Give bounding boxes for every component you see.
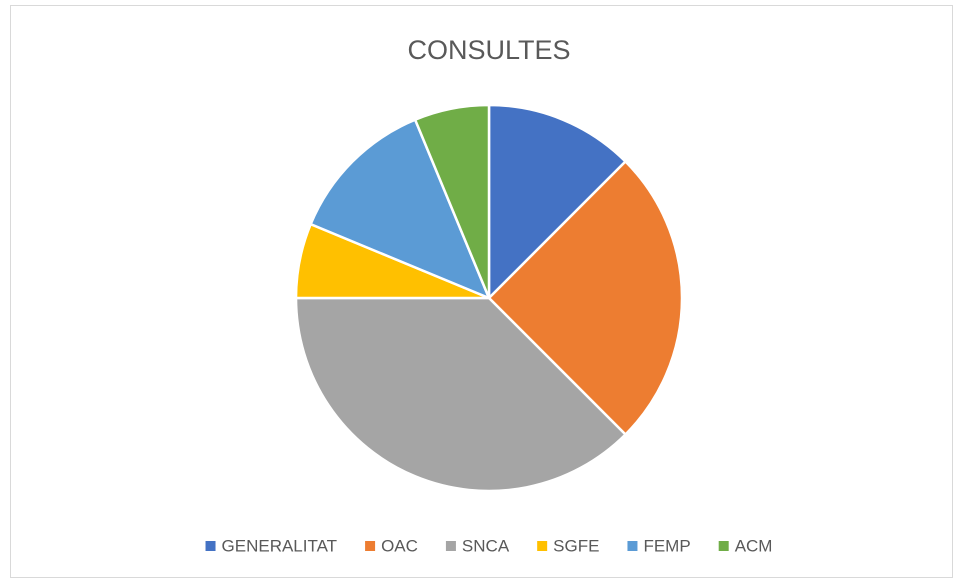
legend-swatch	[718, 541, 729, 551]
legend-swatch	[445, 541, 456, 551]
pie-slice	[294, 296, 628, 493]
legend-swatch	[627, 541, 638, 551]
legend-swatch	[365, 541, 376, 551]
legend-swatch	[205, 541, 216, 551]
legend-label: FEMP	[643, 536, 690, 555]
pie-slice	[487, 103, 628, 302]
legend-label: OAC	[381, 536, 418, 555]
legend-label: GENERALITAT	[222, 536, 338, 555]
chart-title: CONSULTES	[407, 35, 570, 65]
legend-label: SGFE	[553, 536, 599, 555]
legend-label: ACM	[735, 536, 773, 555]
pie-slice	[309, 118, 492, 301]
legend-label: SNCA	[462, 536, 510, 555]
pie-slice	[413, 103, 491, 299]
legend-swatch	[537, 541, 548, 551]
pie-slice	[487, 159, 684, 437]
